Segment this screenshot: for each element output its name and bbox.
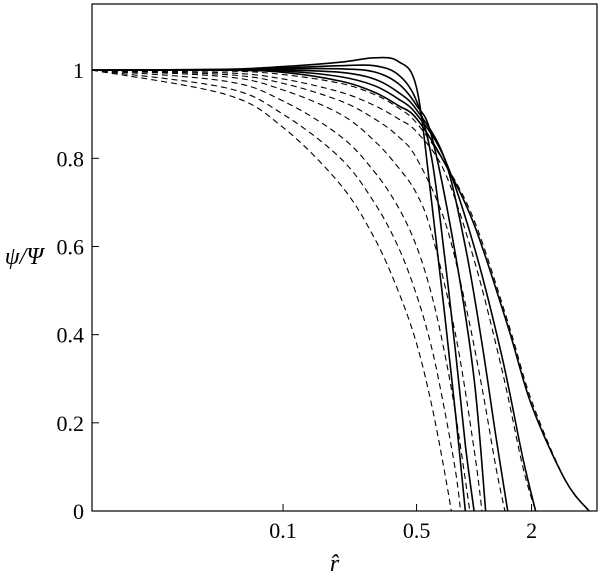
solid-curve-4 (92, 69, 509, 511)
dashed-curve-13 (92, 69, 452, 511)
dashed-curve-7 (92, 69, 590, 511)
solid-curve-2 (92, 64, 475, 511)
dashed-curve-12 (92, 69, 462, 511)
x-tick-label: 0.1 (269, 518, 297, 543)
x-axis-label: r̂ (330, 551, 340, 577)
x-axis-ticks: 0.1 0.5 2 (269, 504, 537, 543)
solid-curve-1 (92, 56, 467, 511)
solid-curve-5 (92, 69, 537, 511)
y-tick-label: 0.8 (57, 146, 85, 171)
y-tick-label: 0.6 (57, 234, 85, 259)
y-axis-ticks: 0 0.2 0.4 0.6 0.8 1 (57, 58, 99, 524)
y-tick-label: 1 (73, 58, 84, 83)
curves-group (92, 56, 590, 511)
solid-curve-6 (92, 69, 590, 511)
y-axis-label: ψ/Ψ (5, 244, 46, 270)
dashed-curve-11 (92, 69, 471, 511)
dashed-curve-9 (92, 69, 506, 511)
plot-frame (91, 3, 598, 512)
y-tick-label: 0 (73, 499, 84, 524)
dashed-curve-10 (92, 69, 483, 511)
dashed-curve-8 (92, 69, 537, 511)
x-tick-label: 2 (526, 518, 537, 543)
y-tick-label: 0.2 (57, 411, 85, 436)
x-tick-label: 0.5 (403, 518, 431, 543)
y-tick-label: 0.4 (57, 323, 85, 348)
